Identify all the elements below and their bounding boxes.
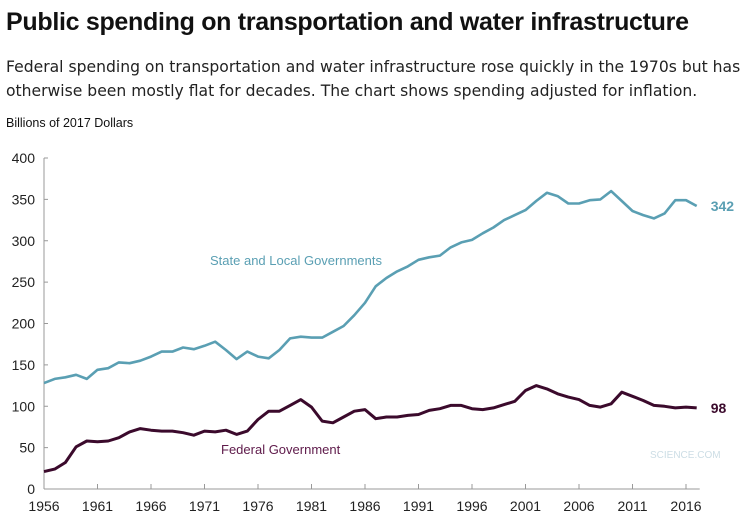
- x-tick-label: 2011: [617, 498, 647, 514]
- y-tick-label: 250: [12, 274, 36, 290]
- y-tick-label: 300: [12, 233, 36, 249]
- x-tick-label: 1981: [296, 498, 327, 514]
- end-value-label: 98: [711, 400, 727, 416]
- x-tick-label: 1986: [349, 498, 380, 514]
- chart-title: Public spending on transportation and wa…: [6, 8, 689, 36]
- y-tick-label: 0: [27, 481, 35, 497]
- series-name-state-local: State and Local Governments: [210, 253, 382, 268]
- series-labels: 342 98 State and Local Governments Federal …: [210, 198, 734, 457]
- x-tick-label: 1956: [28, 498, 59, 514]
- x-tick-label: 1996: [456, 498, 487, 514]
- y-tick-label: 100: [12, 398, 36, 414]
- x-tick-label: 1971: [189, 498, 220, 514]
- y-tick-label: 50: [19, 440, 35, 456]
- end-value-label: 342: [711, 198, 735, 214]
- x-tick-label: 1961: [82, 498, 113, 514]
- x-tick-label: 1991: [403, 498, 434, 514]
- watermark: SCIENCE.COM: [650, 450, 721, 461]
- series-line-state-local: [43, 189, 698, 385]
- x-tick-label: 1966: [135, 498, 166, 514]
- y-tick-label: 150: [12, 357, 36, 373]
- x-tick-label: 2016: [670, 498, 701, 514]
- x-tick-label: 1976: [242, 498, 273, 514]
- y-tick-label: 400: [12, 150, 36, 166]
- series-lines: [43, 189, 698, 474]
- series-line-federal: [43, 384, 697, 474]
- x-tick-label: 2006: [563, 498, 594, 514]
- x-tick-label: 2001: [510, 498, 541, 514]
- y-axis-label: Billions of 2017 Dollars: [6, 116, 134, 130]
- chart-subtitle: Federal spending on transportation and w…: [6, 58, 741, 100]
- y-tick-label: 350: [12, 191, 36, 207]
- y-tick-label: 200: [12, 316, 36, 332]
- axes: 0 50 100 150 200 250 300 350 400 1956 1961 1966 1971…: [12, 150, 702, 514]
- series-name-federal: Federal Government: [221, 442, 341, 457]
